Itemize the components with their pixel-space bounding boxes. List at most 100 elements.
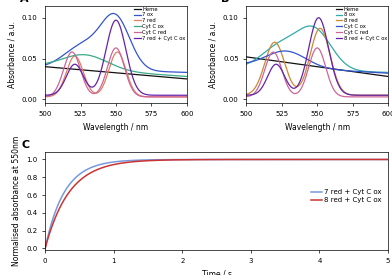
7 red <box>43 95 47 98</box>
Line: 8 ox: 8 ox <box>246 26 388 72</box>
8 ox <box>386 71 390 74</box>
Cyt C red <box>351 95 356 98</box>
Line: 7 red + Cyt C ox: 7 red + Cyt C ox <box>45 160 388 249</box>
7 red + Cyt C ox <box>138 90 142 93</box>
7 red <box>68 60 73 64</box>
Line: 7 red + Cyt C ox: 7 red + Cyt C ox <box>45 20 187 95</box>
Line: Heme: Heme <box>45 67 187 79</box>
Cyt C ox <box>244 61 249 65</box>
7 red <box>138 94 142 97</box>
Y-axis label: Absorbance / a.u.: Absorbance / a.u. <box>7 21 16 88</box>
Line: 8 red + Cyt C ox: 8 red + Cyt C ox <box>246 18 388 95</box>
8 red <box>318 27 322 30</box>
8 red <box>386 94 390 97</box>
Cyt C red <box>127 80 131 83</box>
Heme <box>328 67 332 70</box>
Heme <box>126 72 131 76</box>
Cyt C ox <box>127 68 131 72</box>
Cyt C red <box>269 51 274 55</box>
Heme <box>149 74 154 78</box>
7 red + Cyt C ox <box>60 194 65 197</box>
8 red <box>280 56 285 59</box>
7 red <box>79 65 84 68</box>
Line: 7 red: 7 red <box>45 52 187 97</box>
X-axis label: Wavelength / nm: Wavelength / nm <box>83 123 149 132</box>
Heme <box>308 64 313 67</box>
Line: Cyt C ox: Cyt C ox <box>45 55 187 76</box>
8 ox <box>309 24 313 28</box>
Line: Cyt C red: Cyt C red <box>246 48 388 97</box>
Heme <box>43 65 47 68</box>
7 ox <box>150 68 154 71</box>
Line: 8 red: 8 red <box>246 28 388 95</box>
8 ox <box>280 38 285 42</box>
Cyt C red <box>328 80 332 83</box>
7 ox <box>127 35 131 38</box>
8 red <box>328 54 332 57</box>
Cyt C ox <box>150 72 154 76</box>
8 red + Cyt C ox <box>351 94 356 97</box>
7 ox <box>43 63 47 67</box>
7 red + Cyt C ox <box>68 67 73 70</box>
Cyt C red <box>185 95 189 98</box>
Y-axis label: Absorbance / a.u.: Absorbance / a.u. <box>209 21 218 88</box>
8 red + Cyt C ox <box>269 67 274 70</box>
Heme <box>339 68 343 72</box>
Cyt C red <box>315 46 319 50</box>
Cyt C ox <box>79 53 84 56</box>
Heme <box>107 71 112 74</box>
8 red + Cyt C ox <box>316 16 321 20</box>
Cyt C ox <box>282 49 287 53</box>
Cyt C ox <box>43 62 47 65</box>
7 red + Cyt C ox <box>200 158 205 161</box>
Line: Heme: Heme <box>246 57 388 76</box>
8 red + Cyt C ox <box>308 38 313 42</box>
8 ox <box>328 43 332 46</box>
7 red + Cyt C ox <box>43 94 47 97</box>
Cyt C ox <box>107 61 112 65</box>
7 red + Cyt C ox <box>313 158 318 161</box>
8 red + Cyt C ox <box>60 201 65 204</box>
8 ox <box>339 58 343 61</box>
7 red + Cyt C ox <box>185 94 189 97</box>
8 red <box>269 43 274 47</box>
7 red + Cyt C ox <box>209 158 214 161</box>
Cyt C ox <box>80 53 85 56</box>
Legend: 7 red + Cyt C ox, 8 red + Cyt C ox: 7 red + Cyt C ox, 8 red + Cyt C ox <box>309 186 385 206</box>
7 red + Cyt C ox <box>79 71 84 74</box>
Cyt C red <box>138 94 142 98</box>
Heme <box>79 68 84 72</box>
7 red + Cyt C ox <box>376 158 381 161</box>
7 red + Cyt C ox <box>150 94 154 97</box>
Line: Cyt C ox: Cyt C ox <box>246 51 388 73</box>
7 red + Cyt C ox <box>386 158 390 161</box>
8 red <box>351 93 356 97</box>
8 red + Cyt C ox <box>386 158 390 161</box>
8 red + Cyt C ox <box>43 247 47 250</box>
8 red + Cyt C ox <box>209 158 214 161</box>
Heme <box>351 70 356 73</box>
7 red <box>150 95 154 98</box>
7 red <box>185 95 189 98</box>
8 red + Cyt C ox <box>339 88 343 91</box>
Cyt C red <box>150 95 154 98</box>
7 red + Cyt C ox <box>127 61 131 65</box>
Cyt C red <box>79 71 84 75</box>
Heme <box>280 60 285 64</box>
Cyt C red <box>43 95 47 98</box>
7 red + Cyt C ox <box>376 158 380 161</box>
Text: C: C <box>21 141 29 150</box>
8 red + Cyt C ox <box>280 71 285 74</box>
8 ox <box>269 45 274 49</box>
Cyt C ox <box>185 75 189 78</box>
7 ox <box>79 41 84 44</box>
Text: B: B <box>221 0 229 4</box>
7 ox <box>111 12 116 15</box>
Text: A: A <box>20 0 28 4</box>
8 red <box>308 51 313 55</box>
7 ox <box>107 13 112 17</box>
Legend: Heme, 7 ox, 7 red, Cyt C ox, Cyt C red, 7 red + Cyt C ox: Heme, 7 ox, 7 red, Cyt C ox, Cyt C red, … <box>134 7 186 40</box>
7 red <box>127 77 131 81</box>
Cyt C ox <box>68 55 73 58</box>
Line: 7 ox: 7 ox <box>45 13 187 72</box>
